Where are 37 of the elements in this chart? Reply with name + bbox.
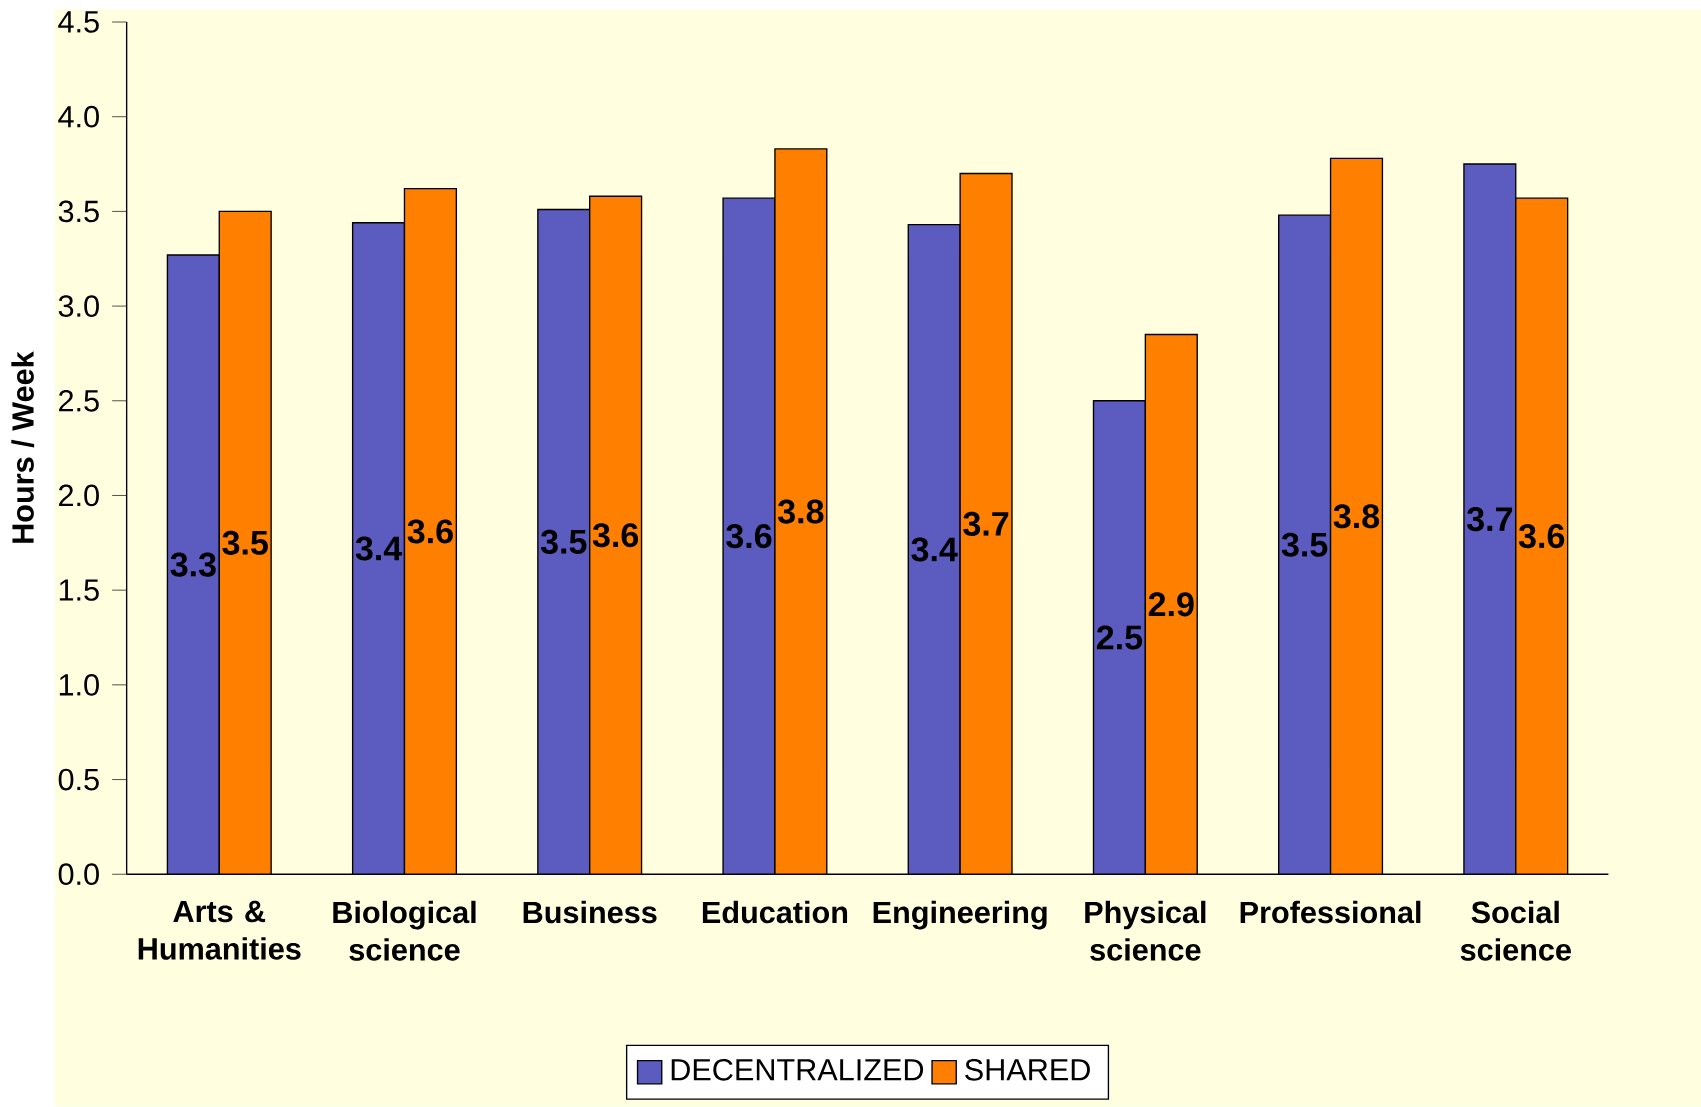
data-label: 3.3 bbox=[170, 552, 216, 577]
legend-label: DECENTRALIZED bbox=[671, 1059, 924, 1081]
data-label: 2.5 bbox=[1096, 625, 1143, 650]
y-tick-label: 0.5 bbox=[58, 768, 99, 791]
x-tick-label: Professional bbox=[1240, 900, 1421, 924]
y-tick-label: 4.5 bbox=[58, 11, 99, 33]
x-tick-label: Engineering bbox=[873, 900, 1047, 930]
data-label: 3.5 bbox=[222, 530, 268, 556]
data-label: 3.6 bbox=[726, 524, 772, 549]
y-tick-label: 2.5 bbox=[59, 390, 99, 412]
data-label: 3.6 bbox=[407, 519, 453, 544]
data-label: 3.5 bbox=[1281, 532, 1328, 557]
y-tick-label: 1.5 bbox=[59, 579, 99, 602]
y-tick-label: 3.0 bbox=[58, 295, 99, 318]
data-label: 3.5 bbox=[540, 529, 587, 555]
y-tick-label: 3.5 bbox=[58, 200, 99, 223]
x-tick-label: Business bbox=[523, 900, 657, 924]
y-tick-label: 2.0 bbox=[59, 484, 99, 507]
data-label: 3.7 bbox=[1467, 507, 1513, 532]
data-label: 3.6 bbox=[592, 523, 639, 548]
data-label: 3.8 bbox=[778, 499, 824, 524]
y-tick-label: 1.0 bbox=[59, 674, 99, 696]
data-label: 3.7 bbox=[963, 511, 1009, 537]
data-label: 3.8 bbox=[1333, 504, 1380, 529]
data-label: 3.4 bbox=[355, 536, 403, 561]
x-tick-label: Education bbox=[702, 900, 848, 924]
data-label: 3.4 bbox=[911, 537, 958, 562]
x-tick-label: Physical science bbox=[1085, 900, 1206, 961]
y-tick-label: 0.0 bbox=[58, 863, 99, 886]
data-label: 2.9 bbox=[1148, 592, 1194, 617]
data-label: 3.6 bbox=[1518, 524, 1565, 549]
y-axis-title: Hours / Week bbox=[11, 351, 35, 544]
y-tick-label: 4.0 bbox=[58, 106, 99, 128]
x-tick-label: Biological science bbox=[333, 900, 476, 961]
x-tick-label: Social science bbox=[1460, 900, 1571, 961]
legend-label: SHARED bbox=[965, 1059, 1090, 1081]
x-tick-label: Arts & Humanities bbox=[138, 900, 301, 960]
